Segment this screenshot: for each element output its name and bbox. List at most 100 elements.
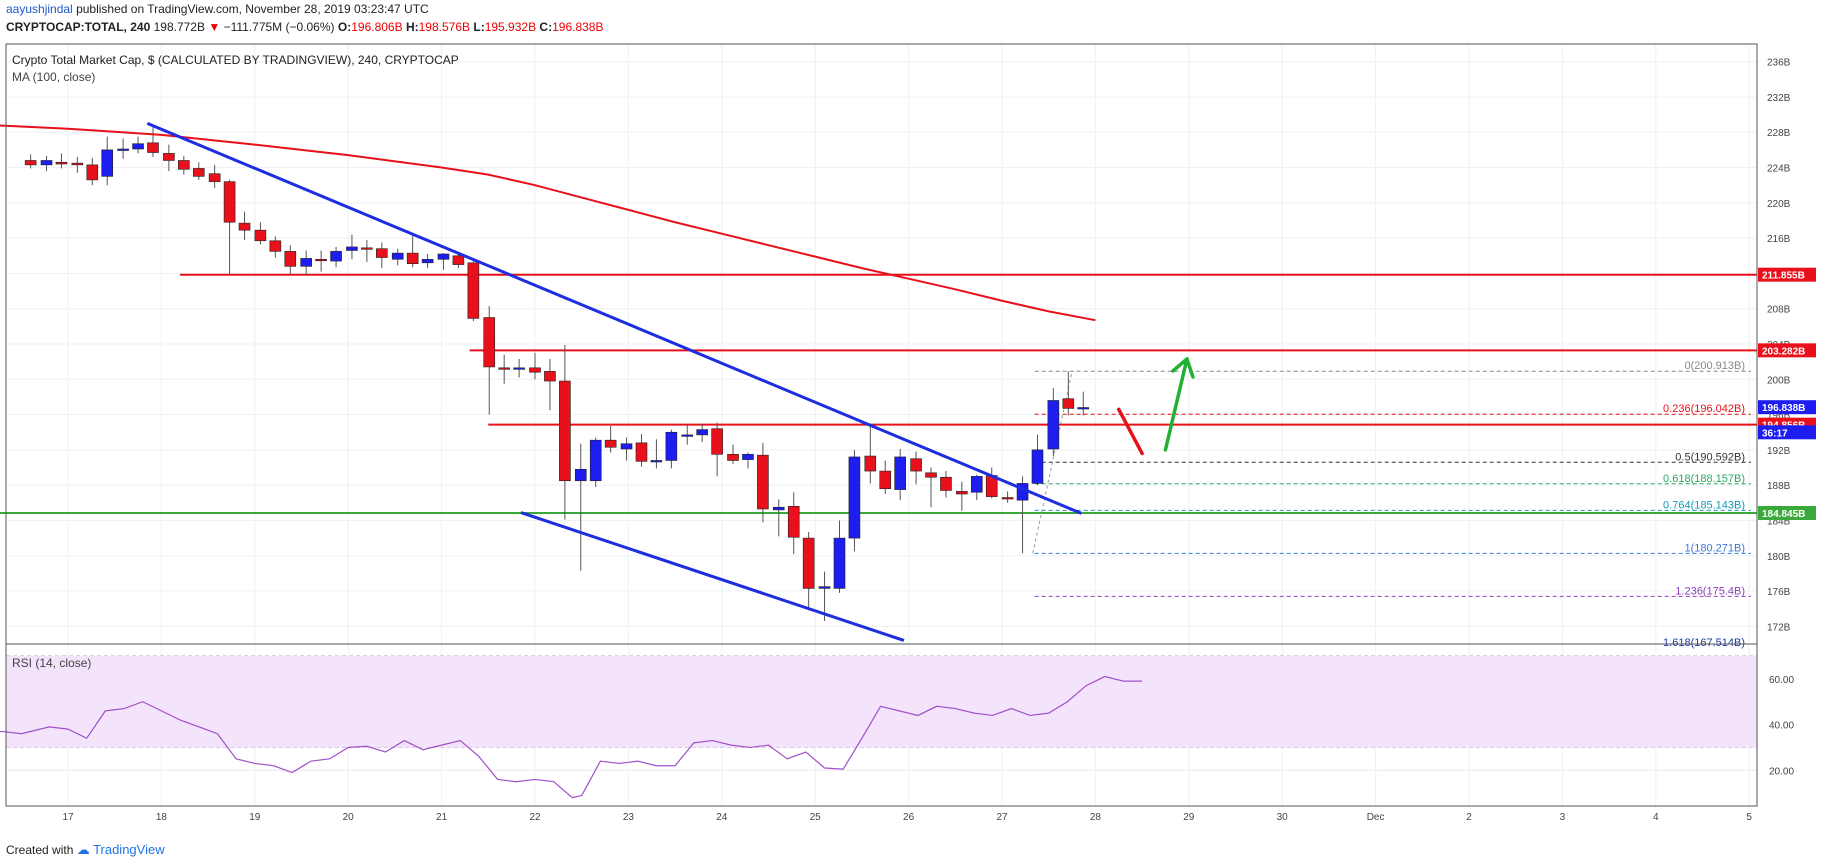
last-price: 198.772B (153, 20, 205, 34)
candle-body (757, 454, 769, 510)
candle-body (452, 255, 465, 265)
y-tick-label: 220B (1767, 199, 1791, 210)
time-axis[interactable]: 17 18 19 20 21 22 23 24 25 26 27 28 29 30 Dec 2 3 4 5 (62, 812, 1752, 823)
projection-arrows (1117, 357, 1195, 456)
candle-body (391, 252, 404, 260)
grid-lines (6, 44, 1757, 806)
candle-body (711, 428, 723, 455)
candle-body (727, 453, 739, 461)
publish-text: published on TradingView.com, November 2… (76, 2, 429, 16)
candle-body (742, 453, 754, 460)
x-tick-label: 3 (1560, 812, 1566, 823)
candle-body (604, 439, 617, 448)
x-tick-label: 30 (1277, 812, 1289, 823)
x-tick-label: 4 (1653, 812, 1659, 823)
tradingview-brand[interactable]: TradingView (93, 842, 165, 857)
candle-body (681, 434, 694, 437)
x-tick-label: 18 (156, 812, 168, 823)
candle-body (315, 258, 327, 262)
trendline (146, 122, 1082, 515)
candle-body (529, 367, 541, 373)
rsi-tick-label: 20.00 (1769, 766, 1794, 777)
candle-body (879, 470, 892, 490)
x-tick-label: 24 (716, 812, 728, 823)
high-label: H: (405, 20, 419, 34)
candle-body (940, 476, 952, 491)
candle-body (376, 248, 388, 258)
created-with-text: Created with (6, 843, 74, 857)
candle-body (361, 247, 373, 250)
y-tick-label: 224B (1767, 164, 1791, 175)
x-tick-label: 27 (996, 812, 1008, 823)
candle-body (163, 153, 175, 161)
candle-body (787, 506, 800, 538)
x-tick-label: 17 (62, 812, 74, 823)
low-label: L: (473, 20, 485, 34)
x-tick-label: 19 (249, 812, 261, 823)
author-link[interactable]: aayushjindal (6, 2, 73, 16)
open-value: 196.806B (351, 20, 403, 34)
y-tick-label: 208B (1767, 305, 1791, 316)
tradingview-logo-icon[interactable]: ☁ (76, 842, 90, 857)
y-tick-label: 184B (1767, 516, 1791, 527)
y-tick-label: 196B (1767, 411, 1791, 422)
fib-retracement: 0(200.913B) 0.236(196.042B) 0.5(190.592B) 0… (1032, 360, 1751, 649)
rsi-tick-label: 60.00 (1769, 675, 1794, 686)
level-tag-text: 184.845B (1762, 509, 1805, 520)
y-tick-label: 232B (1767, 93, 1791, 104)
x-tick-label: 5 (1746, 812, 1752, 823)
y-tick-label: 188B (1767, 481, 1791, 492)
fib-label: 0.236(196.042B) (1663, 403, 1745, 415)
ma-legend: MA (100, close) (12, 70, 95, 84)
ma100-line (0, 124, 1096, 322)
x-tick-label: 2 (1466, 812, 1472, 823)
rsi-line (0, 675, 1143, 799)
candle-body (147, 142, 159, 153)
x-tick-label: 26 (903, 812, 915, 823)
arrow-shaft (1117, 407, 1144, 456)
candle-body (1047, 400, 1060, 450)
arrow-head (1171, 357, 1195, 379)
candle-body (1001, 497, 1014, 500)
fib-label: 1.236(175.4B) (1675, 585, 1745, 597)
candle-body (772, 506, 785, 511)
candle-body (330, 251, 342, 262)
fib-label: 0.618(188.157B) (1663, 473, 1745, 485)
rsi-legend: RSI (14, close) (12, 656, 91, 670)
candle-body (650, 460, 663, 463)
support-resistance-lines (0, 273, 1757, 515)
candle-body (86, 164, 99, 181)
arrow-shaft (1163, 357, 1189, 452)
candle-body (254, 229, 267, 242)
x-tick-label: 28 (1090, 812, 1102, 823)
y-tick-label: 200B (1767, 375, 1791, 386)
rsi-axis[interactable]: 60.00 40.00 20.00 (1769, 675, 1794, 777)
close-label: C: (539, 20, 553, 34)
candle-body (833, 537, 846, 589)
close-value: 196.838B (552, 20, 604, 34)
fib-trend-dashed (1032, 371, 1073, 554)
candle-body (467, 262, 480, 319)
candle-body (178, 160, 190, 170)
y-tick-label: 236B (1767, 58, 1791, 69)
candle-body (574, 468, 587, 482)
price-tag-text: 36:17 (1762, 428, 1788, 439)
symbol-ohlc-bar: CRYPTOCAP:TOTAL, 240 198.772B ▼ −111.775… (6, 20, 603, 34)
candle-body (437, 253, 450, 260)
level-tag-bg (1758, 343, 1816, 358)
price-tag-bg (1758, 400, 1816, 415)
candle-body (421, 258, 434, 264)
publish-info: aayushjindal published on TradingView.co… (6, 2, 429, 16)
trendlines (146, 122, 1082, 642)
rsi-band (6, 656, 1757, 748)
candle-body (40, 160, 53, 166)
fib-label: 1(180.271B) (1684, 542, 1745, 554)
x-tick-label: 25 (810, 812, 822, 823)
candle-body (269, 240, 282, 252)
price-tags: 211.855B203.282B194.856B184.845B196.838B… (1758, 267, 1816, 521)
chart-frame (5, 43, 1758, 807)
candle-body (665, 431, 678, 461)
candle-body (117, 148, 129, 151)
candle-body (818, 586, 831, 589)
